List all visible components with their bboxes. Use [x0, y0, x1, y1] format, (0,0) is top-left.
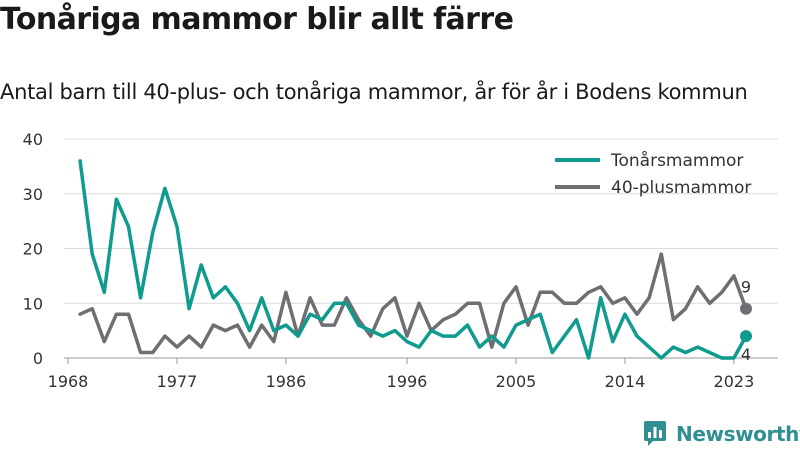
x-axis-ticks: 1968 1977 1986 1996 2005 2014 2023: [48, 358, 755, 391]
series-endpoints: 49: [740, 278, 752, 364]
series-end-label: 4: [741, 345, 751, 364]
series-lines: [78, 159, 748, 360]
legend: Tonårsmammor 40-plusmammor: [555, 150, 751, 198]
grid-lines: [64, 138, 778, 359]
x-tick-label: 1977: [157, 372, 198, 391]
legend-label: 40-plusmammor: [611, 178, 751, 198]
x-tick-label: 1996: [387, 372, 428, 391]
brand-name: Newsworthy: [676, 422, 800, 446]
series-endpoint-1: [740, 302, 752, 315]
y-tick-label: 20: [23, 240, 43, 259]
series-endpoint-0: [740, 330, 752, 343]
series-line-0: [78, 159, 748, 360]
chart-title: Tonåriga mammor blir allt färre: [0, 2, 514, 37]
chart-subtitle: Antal barn till 40-plus- och tonåriga ma…: [0, 80, 748, 104]
x-tick-label: 2014: [605, 372, 646, 391]
series-line-1: [78, 252, 748, 355]
newsworthy-brand[interactable]: Newsworthy: [644, 419, 800, 449]
newsworthy-logo-icon: [644, 421, 666, 446]
x-tick-label: 1986: [266, 372, 307, 391]
line-chart: 0 10 20 30 40 1968 1977 1986 1996 2005 2014 2023 4…: [23, 130, 778, 391]
x-tick-label: 2023: [714, 372, 755, 391]
y-axis-ticks: 0 10 20 30 40: [23, 130, 43, 368]
series-end-label: 9: [741, 278, 751, 297]
y-tick-label: 0: [33, 349, 43, 368]
y-tick-label: 40: [23, 130, 43, 149]
x-tick-label: 2005: [496, 372, 537, 391]
legend-label: Tonårsmammor: [610, 150, 743, 171]
y-tick-label: 10: [23, 294, 43, 313]
y-tick-label: 30: [23, 185, 43, 204]
x-tick-label: 1968: [48, 372, 89, 391]
